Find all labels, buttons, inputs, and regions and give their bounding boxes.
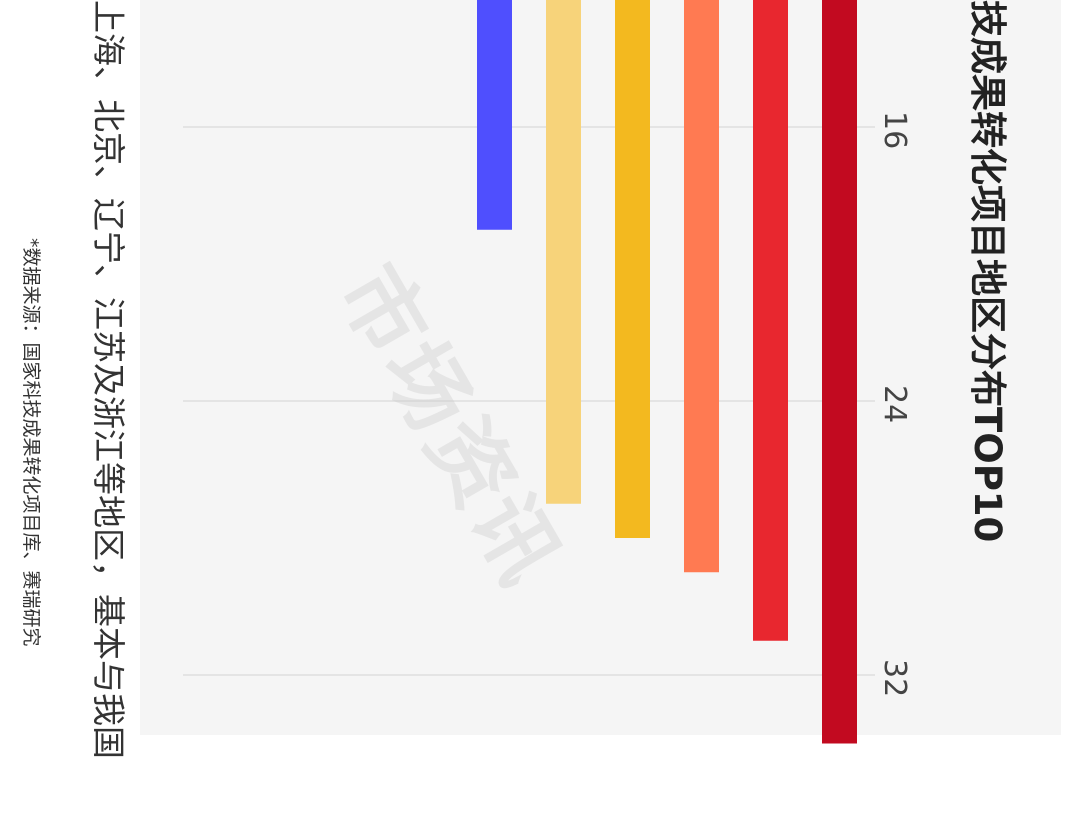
data-source-note: *数据来源：国家科技成果转化项目库、赛瑞研究	[20, 238, 42, 647]
axis-tick-label: 16	[877, 111, 912, 150]
chart-caption: 上海、北京、辽宁、江苏及浙江等地区，基本与我国	[89, 0, 128, 759]
chart-panel	[140, 0, 1061, 735]
chart-title: 技成果转化项目地区分布TOP10	[966, 0, 1009, 543]
bar	[477, 0, 512, 230]
bar	[822, 0, 857, 744]
bar	[546, 0, 581, 504]
bar	[615, 0, 650, 538]
axis-tick-label: 32	[877, 659, 912, 698]
bar	[684, 0, 719, 573]
bar	[753, 0, 788, 641]
axis-tick-label: 24	[877, 385, 912, 424]
